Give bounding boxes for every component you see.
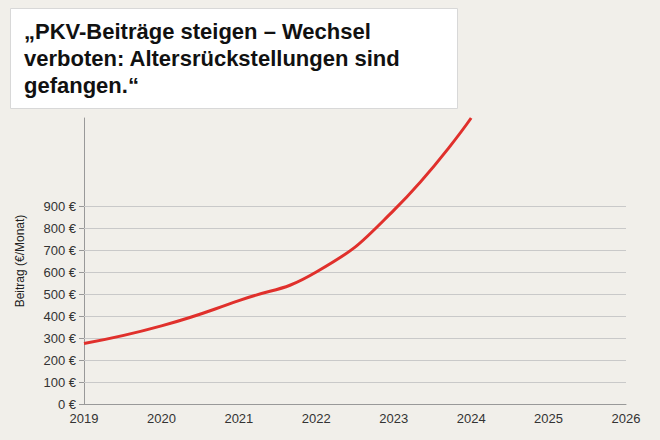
svg-text:2022: 2022 xyxy=(302,411,331,426)
svg-text:800 €: 800 € xyxy=(43,221,76,236)
svg-text:300 €: 300 € xyxy=(43,331,76,346)
svg-text:0 €: 0 € xyxy=(58,397,77,412)
svg-text:2025: 2025 xyxy=(534,411,563,426)
svg-text:gefangen.“: gefangen.“ xyxy=(24,73,139,98)
svg-text:2023: 2023 xyxy=(379,411,408,426)
svg-text:700 €: 700 € xyxy=(43,243,76,258)
svg-text:2020: 2020 xyxy=(147,411,176,426)
svg-text:600 €: 600 € xyxy=(43,265,76,280)
svg-text:900 €: 900 € xyxy=(43,199,76,214)
svg-text:100 €: 100 € xyxy=(43,375,76,390)
svg-text:200 €: 200 € xyxy=(43,353,76,368)
svg-text:2024: 2024 xyxy=(457,411,486,426)
svg-text:500 €: 500 € xyxy=(43,287,76,302)
svg-text:2021: 2021 xyxy=(224,411,253,426)
svg-text:400 €: 400 € xyxy=(43,309,76,324)
svg-text:„PKV-Beiträge steigen – Wechse: „PKV-Beiträge steigen – Wechsel xyxy=(24,19,377,44)
svg-text:2019: 2019 xyxy=(70,411,99,426)
svg-text:verboten: Altersrückstellungen: verboten: Altersrückstellungen sind xyxy=(24,46,406,71)
svg-text:2026: 2026 xyxy=(612,411,641,426)
svg-text:Beitrag (€/Monat): Beitrag (€/Monat) xyxy=(13,215,27,308)
